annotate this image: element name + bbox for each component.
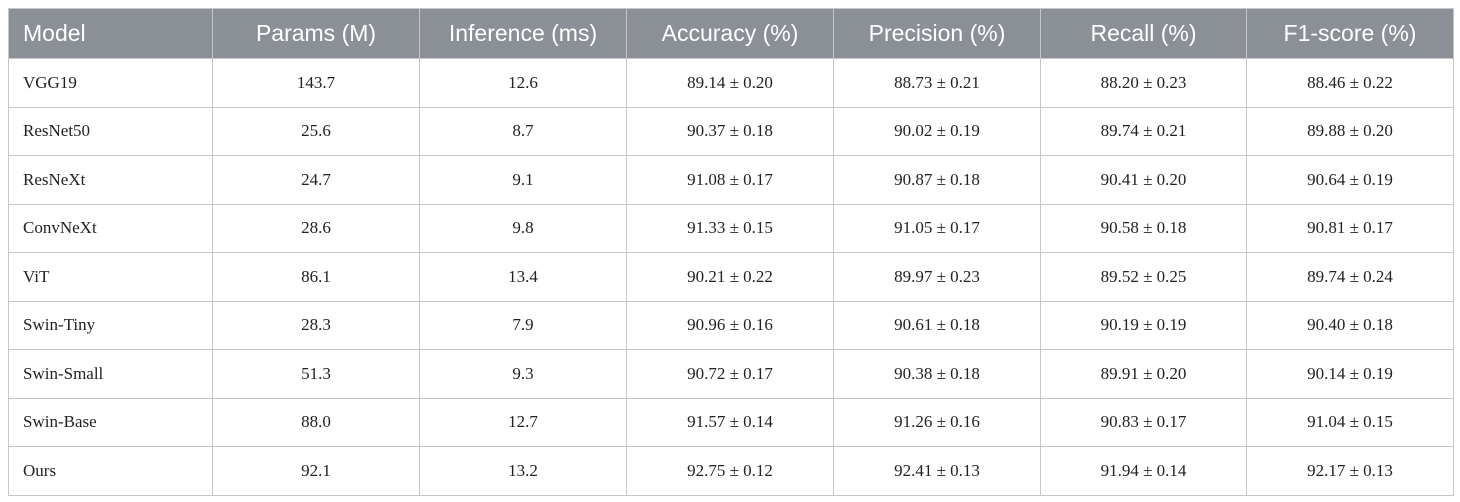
value-cell: 89.88 ± 0.20 [1246,106,1454,156]
value-cell: 89.91 ± 0.20 [1040,349,1247,399]
value-cell: 90.41 ± 0.20 [1040,155,1247,205]
value-cell: 24.7 [212,155,420,205]
value-cell: 13.4 [419,252,627,302]
value-cell: 90.58 ± 0.18 [1040,203,1247,253]
value-cell: 51.3 [212,349,420,399]
value-cell: 89.74 ± 0.24 [1246,252,1454,302]
table-row: ViT 86.1 13.4 90.21 ± 0.22 89.97 ± 0.23 89.52… [8,252,1454,302]
header-cell: F1-score (%) [1246,8,1454,59]
value-cell: 9.1 [419,155,627,205]
header-cell: Model [8,8,213,59]
model-cell: Swin-Tiny [8,300,213,350]
value-cell: 90.37 ± 0.18 [626,106,834,156]
table-header: Model Params (M) Inference (ms) Accuracy (%… [8,8,1454,59]
value-cell: 8.7 [419,106,627,156]
value-cell: 89.74 ± 0.21 [1040,106,1247,156]
value-cell: 91.33 ± 0.15 [626,203,834,253]
value-cell: 92.75 ± 0.12 [626,446,834,496]
value-cell: 13.2 [419,446,627,496]
header-cell: Recall (%) [1040,8,1247,59]
value-cell: 90.61 ± 0.18 [833,300,1041,350]
value-cell: 91.57 ± 0.14 [626,397,834,447]
table-row: Swin-Tiny 28.3 7.9 90.96 ± 0.16 90.61 ± 0.18… [8,300,1454,350]
table-row: Swin-Base 88.0 12.7 91.57 ± 0.14 91.26 ± 0.1… [8,397,1454,447]
value-cell: 89.97 ± 0.23 [833,252,1041,302]
value-cell: 143.7 [212,58,420,108]
value-cell: 91.04 ± 0.15 [1246,397,1454,447]
value-cell: 12.7 [419,397,627,447]
header-cell: Params (M) [212,8,420,59]
value-cell: 91.05 ± 0.17 [833,203,1041,253]
model-cell: ViT [8,252,213,302]
table-row: ResNeXt 24.7 9.1 91.08 ± 0.17 90.87 ± 0.18 90… [8,155,1454,205]
value-cell: 9.3 [419,349,627,399]
value-cell: 90.02 ± 0.19 [833,106,1041,156]
table-body: VGG19 143.7 12.6 89.14 ± 0.20 88.73 ± 0.21 88… [8,58,1454,496]
header-cell: Inference (ms) [419,8,627,59]
model-cell: Ours [8,446,213,496]
model-cell: ConvNeXt [8,203,213,253]
value-cell: 90.38 ± 0.18 [833,349,1041,399]
value-cell: 9.8 [419,203,627,253]
value-cell: 88.73 ± 0.21 [833,58,1041,108]
table-row: ResNet50 25.6 8.7 90.37 ± 0.18 90.02 ± 0.19 8… [8,106,1454,156]
value-cell: 91.26 ± 0.16 [833,397,1041,447]
value-cell: 88.0 [212,397,420,447]
value-cell: 90.21 ± 0.22 [626,252,834,302]
value-cell: 92.41 ± 0.13 [833,446,1041,496]
value-cell: 92.17 ± 0.13 [1246,446,1454,496]
value-cell: 90.83 ± 0.17 [1040,397,1247,447]
value-cell: 90.81 ± 0.17 [1246,203,1454,253]
value-cell: 91.94 ± 0.14 [1040,446,1247,496]
model-cell: ResNet50 [8,106,213,156]
value-cell: 89.14 ± 0.20 [626,58,834,108]
header-cell: Accuracy (%) [626,8,834,59]
value-cell: 90.40 ± 0.18 [1246,300,1454,350]
value-cell: 88.46 ± 0.22 [1246,58,1454,108]
table-row: Ours 92.1 13.2 92.75 ± 0.12 92.41 ± 0.13 91.9… [8,446,1454,496]
model-cell: ResNeXt [8,155,213,205]
table-row: ConvNeXt 28.6 9.8 91.33 ± 0.15 91.05 ± 0.17 9… [8,203,1454,253]
value-cell: 88.20 ± 0.23 [1040,58,1247,108]
table-row: VGG19 143.7 12.6 89.14 ± 0.20 88.73 ± 0.21 88… [8,58,1454,108]
value-cell: 90.87 ± 0.18 [833,155,1041,205]
value-cell: 28.3 [212,300,420,350]
value-cell: 7.9 [419,300,627,350]
results-table: Model Params (M) Inference (ms) Accuracy (%… [8,8,1454,496]
value-cell: 86.1 [212,252,420,302]
table-wrapper: Model Params (M) Inference (ms) Accuracy (%… [8,8,1454,496]
table-row: Swin-Small 51.3 9.3 90.72 ± 0.17 90.38 ± 0.1… [8,349,1454,399]
value-cell: 12.6 [419,58,627,108]
value-cell: 28.6 [212,203,420,253]
model-cell: VGG19 [8,58,213,108]
value-cell: 90.72 ± 0.17 [626,349,834,399]
value-cell: 90.14 ± 0.19 [1246,349,1454,399]
header-cell: Precision (%) [833,8,1041,59]
model-cell: Swin-Base [8,397,213,447]
model-cell: Swin-Small [8,349,213,399]
header-row: Model Params (M) Inference (ms) Accuracy (%… [8,8,1454,59]
value-cell: 90.19 ± 0.19 [1040,300,1247,350]
value-cell: 92.1 [212,446,420,496]
value-cell: 90.64 ± 0.19 [1246,155,1454,205]
value-cell: 90.96 ± 0.16 [626,300,834,350]
value-cell: 89.52 ± 0.25 [1040,252,1247,302]
value-cell: 25.6 [212,106,420,156]
value-cell: 91.08 ± 0.17 [626,155,834,205]
